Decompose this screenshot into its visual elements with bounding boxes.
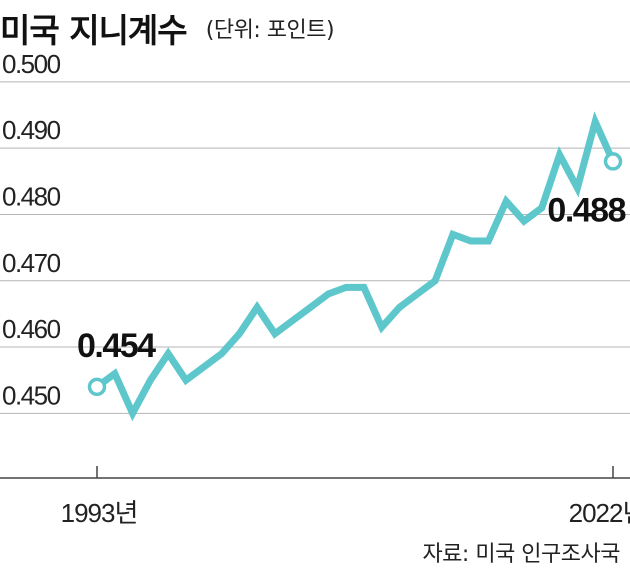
unit-label: (단위: 포인트) xyxy=(205,18,335,43)
endpoint-marker xyxy=(87,377,107,397)
x-ticks: 1993년 2022년 xyxy=(61,466,630,528)
x-tick-label: 2022년 xyxy=(569,498,630,528)
title-row: 미국 지니계수 (단위: 포인트) xyxy=(0,4,335,50)
data-label: 0.488 xyxy=(547,191,625,229)
data-labels: 0.454 0.488 xyxy=(77,191,627,365)
data-label: 0.454 xyxy=(77,327,156,365)
y-tick-label: 0.470 xyxy=(2,248,61,278)
x-tick-label: 1993년 xyxy=(61,498,138,528)
gridlines xyxy=(0,81,630,414)
chart-title: 미국 지니계수 xyxy=(0,11,188,50)
y-tick-label: 0.480 xyxy=(2,181,61,211)
source-note: 자료: 미국 인구조사국 xyxy=(422,542,620,567)
y-tick-label: 0.500 xyxy=(2,49,61,79)
end-markers xyxy=(87,152,623,397)
y-tick-label: 0.460 xyxy=(2,314,61,344)
series-line xyxy=(94,111,617,422)
endpoint-marker xyxy=(603,152,623,171)
y-tick-labels: 0.500 0.490 0.480 0.470 0.460 0.450 xyxy=(2,49,62,410)
y-tick-label: 0.450 xyxy=(2,380,61,410)
y-tick-label: 0.490 xyxy=(2,115,61,145)
